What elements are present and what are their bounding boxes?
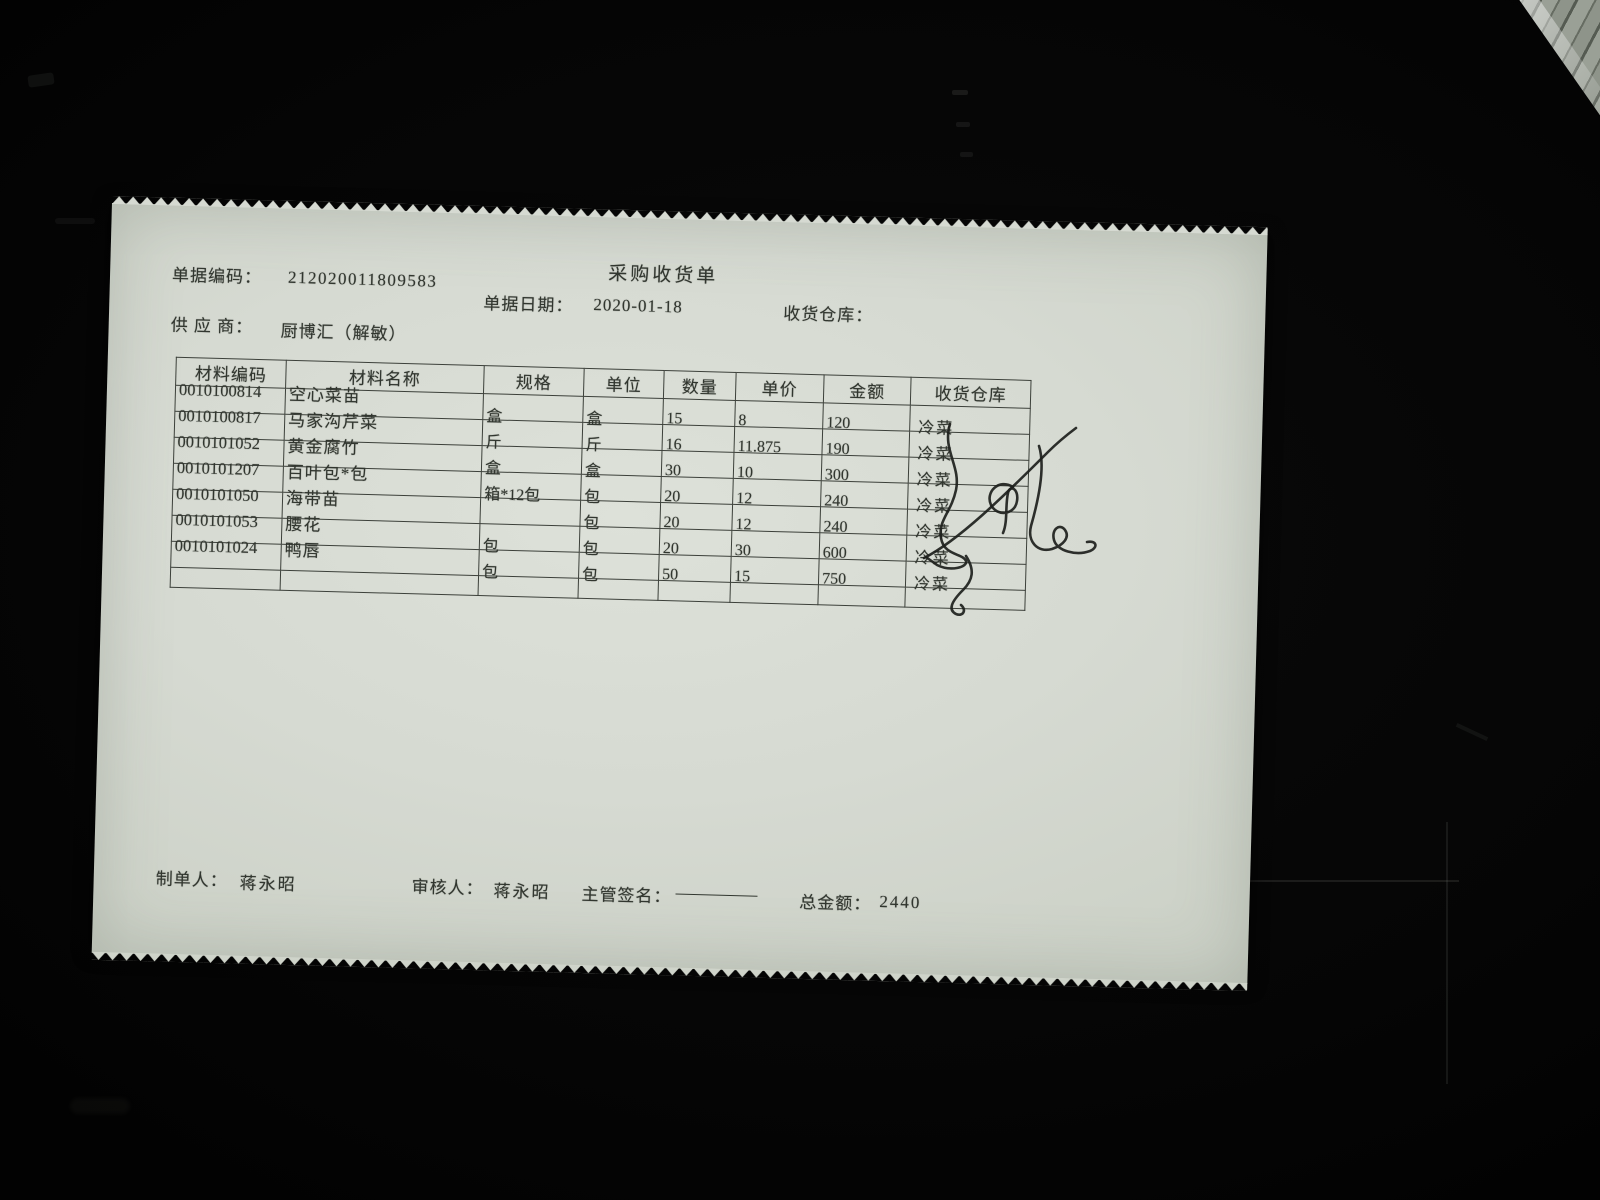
table-cell: 16 — [662, 424, 735, 453]
supplier-label: 供 应 商： — [170, 315, 254, 337]
table-cell: 0010101024 — [170, 535, 282, 571]
doc-date-value: 2020-01-18 — [593, 295, 683, 317]
table-cell: 包 — [479, 523, 580, 555]
warehouse-label: 收货仓库： — [782, 304, 874, 326]
table-cell: 冷菜 — [909, 405, 1031, 437]
table-cell: 12 — [732, 478, 822, 507]
total-value: 2440 — [879, 892, 922, 913]
column-header: 单价 — [735, 372, 825, 403]
table-cell: 盒 — [482, 393, 584, 425]
background-smudge — [1446, 822, 1448, 1084]
items-table: 材料编码 材料名称 规格 单位 数量 单价 金额 收货仓库 0010100814 空心菜苗盒盒 15… — [170, 357, 1032, 611]
table-cell: 120 — [822, 402, 911, 432]
table-cell: 20 — [659, 528, 732, 557]
column-header: 金额 — [823, 374, 912, 406]
table-cell: 12 — [731, 504, 821, 533]
column-header: 收货仓库 — [910, 377, 1032, 409]
doc-code-label: 单据编码： — [171, 265, 263, 288]
table-cell: 240 — [819, 506, 908, 536]
table-cell: 11.875 — [733, 426, 823, 456]
table-cell: 30 — [731, 530, 820, 559]
background-smudge — [956, 122, 970, 127]
receipt-content: 采购收货单 单据编码： 212020011809583 单据日期： 2020-0… — [92, 203, 1268, 984]
perforated-edge-bottom — [91, 951, 1248, 991]
table-cell: 30 — [661, 450, 734, 479]
doc-code-value: 212020011809583 — [287, 267, 438, 291]
table-cell: 300 — [821, 454, 909, 484]
table-cell: 20 — [659, 502, 733, 531]
supplier-value: 厨博汇（解敏） — [280, 321, 407, 345]
table-cell: 240 — [820, 480, 909, 510]
perforated-edge-top — [111, 196, 1268, 236]
doc-date-label: 单据日期： — [483, 294, 574, 316]
background-smudge — [952, 90, 968, 95]
background-smudge — [27, 72, 55, 88]
background-smudge — [70, 1098, 130, 1114]
total-label: 总金额： — [799, 892, 872, 914]
signature-blank-line — [675, 880, 758, 897]
table-cell: 20 — [660, 476, 734, 505]
document-title: 采购收货单 — [607, 263, 719, 288]
items-table-body: 材料编码 材料名称 规格 单位 数量 单价 金额 收货仓库 0010100814 空心菜苗盒盒 15… — [170, 357, 1032, 611]
column-header: 数量 — [663, 370, 737, 401]
column-header: 单位 — [583, 368, 665, 399]
receipt-paper: 采购收货单 单据编码： 212020011809583 单据日期： 2020-0… — [91, 196, 1268, 991]
table-cell — [280, 570, 479, 596]
preparer-label: 制单人： — [155, 869, 228, 891]
background-smudge — [55, 218, 95, 224]
table-cell — [170, 567, 281, 591]
table-cell: 190 — [821, 428, 910, 458]
reviewer-label: 审核人： — [411, 877, 484, 899]
background-smudge — [1455, 723, 1489, 741]
table-cell: 750 — [818, 558, 907, 587]
preparer-value: 蒋永昭 — [239, 873, 297, 895]
background-smudge — [960, 152, 973, 157]
table-cell: 15 — [662, 398, 736, 427]
table-cell: 600 — [819, 532, 907, 562]
table-cell: 50 — [658, 554, 732, 583]
column-header: 规格 — [483, 365, 585, 397]
table-cell: 15 — [730, 556, 820, 585]
table-cell: 10 — [733, 452, 822, 481]
background-smudge — [1233, 880, 1459, 882]
signature-label: 主管签名： — [581, 884, 672, 907]
reviewer-value: 蒋永昭 — [493, 881, 551, 903]
table-cell: 8 — [734, 400, 824, 429]
table-cell: 盒 — [582, 396, 664, 428]
